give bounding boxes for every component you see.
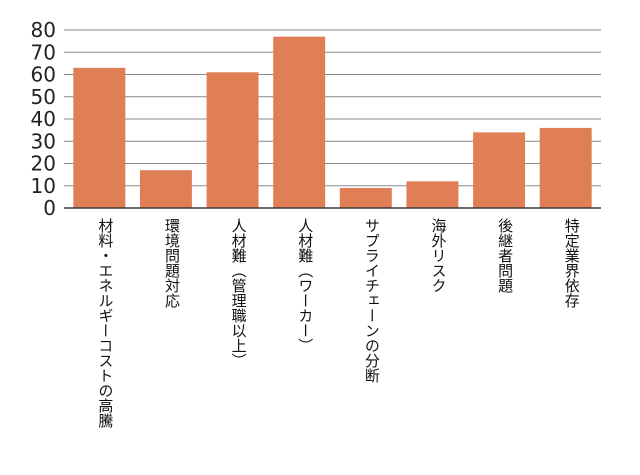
category-label: 後継者問題 [496, 218, 514, 294]
category-label: 特定業界依存 [563, 218, 581, 308]
category-label: 人材難（ワーカー） [296, 218, 314, 353]
bar [339, 187, 392, 208]
bar [539, 127, 592, 208]
y-tick-label: 10 [31, 174, 56, 198]
gridlines [64, 29, 601, 187]
y-tick-label: 60 [31, 63, 56, 87]
bar [206, 72, 259, 209]
bar [406, 181, 459, 208]
category-labels: 材料・エネルギーコストの高騰 環境問題対応 人材難（管理職以上） 人材難（ワーカー） サ… [96, 218, 580, 429]
y-tick-label: 30 [31, 129, 56, 153]
bar [139, 170, 192, 208]
bars [73, 36, 592, 209]
category-label: 海外リスク [429, 218, 447, 293]
y-tick-label: 70 [31, 40, 56, 64]
y-tick-label: 0 [43, 196, 56, 220]
bar [273, 36, 326, 208]
y-tick-label: 20 [31, 152, 56, 176]
category-label: 材料・エネルギーコストの高騰 [96, 218, 114, 429]
bar [473, 132, 526, 208]
bar [73, 67, 126, 208]
y-tick-label: 40 [31, 107, 56, 131]
category-label: 人材難（管理職以上） [230, 218, 248, 368]
category-label: 環境問題対応 [163, 218, 181, 309]
y-tick-label: 80 [31, 18, 56, 42]
category-label: サプライチェーンの分断 [363, 218, 381, 383]
y-tick-label: 50 [31, 85, 56, 109]
